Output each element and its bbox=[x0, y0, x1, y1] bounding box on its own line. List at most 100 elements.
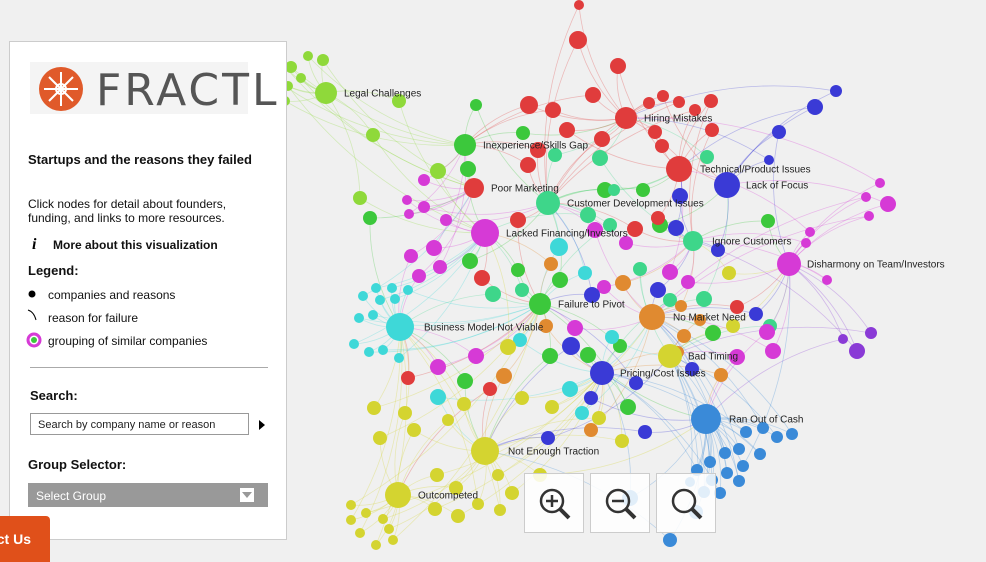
node[interactable] bbox=[550, 238, 568, 256]
node[interactable] bbox=[608, 184, 620, 196]
node[interactable] bbox=[513, 333, 527, 347]
node[interactable] bbox=[378, 514, 388, 524]
node[interactable] bbox=[496, 368, 512, 384]
reason-node[interactable] bbox=[666, 156, 692, 182]
node[interactable] bbox=[361, 508, 371, 518]
node[interactable] bbox=[620, 399, 636, 415]
node[interactable] bbox=[375, 295, 385, 305]
node[interactable] bbox=[516, 126, 530, 140]
reason-node[interactable] bbox=[639, 304, 665, 330]
node[interactable] bbox=[636, 183, 650, 197]
node[interactable] bbox=[542, 348, 558, 364]
node[interactable] bbox=[592, 150, 608, 166]
reason-node[interactable] bbox=[658, 344, 682, 368]
node[interactable] bbox=[349, 339, 359, 349]
node[interactable] bbox=[764, 155, 774, 165]
node[interactable] bbox=[545, 102, 561, 118]
node[interactable] bbox=[721, 467, 733, 479]
node[interactable] bbox=[388, 535, 398, 545]
contact-button[interactable]: ct Us bbox=[0, 516, 50, 562]
node[interactable] bbox=[398, 406, 412, 420]
node[interactable] bbox=[346, 500, 356, 510]
node[interactable] bbox=[515, 283, 529, 297]
node[interactable] bbox=[390, 294, 400, 304]
reason-node[interactable] bbox=[471, 437, 499, 465]
node[interactable] bbox=[575, 406, 589, 420]
node[interactable] bbox=[353, 191, 367, 205]
node[interactable] bbox=[485, 286, 501, 302]
reason-node[interactable] bbox=[315, 82, 337, 104]
node[interactable] bbox=[559, 122, 575, 138]
node[interactable] bbox=[510, 212, 526, 228]
node[interactable] bbox=[384, 524, 394, 534]
node[interactable] bbox=[371, 283, 381, 293]
node[interactable] bbox=[672, 188, 688, 204]
node[interactable] bbox=[633, 262, 647, 276]
node[interactable] bbox=[403, 285, 413, 295]
node[interactable] bbox=[354, 313, 364, 323]
node[interactable] bbox=[714, 487, 726, 499]
node[interactable] bbox=[285, 61, 297, 73]
node[interactable] bbox=[366, 128, 380, 142]
node[interactable] bbox=[378, 345, 388, 355]
node[interactable] bbox=[822, 275, 832, 285]
node[interactable] bbox=[749, 307, 763, 321]
node[interactable] bbox=[685, 362, 699, 376]
node[interactable] bbox=[418, 201, 430, 213]
node[interactable] bbox=[759, 324, 775, 340]
node[interactable] bbox=[520, 96, 538, 114]
node[interactable] bbox=[605, 330, 619, 344]
node[interactable] bbox=[440, 214, 452, 226]
node[interactable] bbox=[594, 131, 610, 147]
node[interactable] bbox=[613, 339, 627, 353]
node[interactable] bbox=[472, 498, 484, 510]
node[interactable] bbox=[303, 51, 313, 61]
node[interactable] bbox=[412, 269, 426, 283]
node[interactable] bbox=[552, 272, 568, 288]
node[interactable] bbox=[494, 504, 506, 516]
node[interactable] bbox=[711, 243, 725, 257]
node[interactable] bbox=[407, 423, 421, 437]
node[interactable] bbox=[714, 368, 728, 382]
node[interactable] bbox=[394, 353, 404, 363]
node[interactable] bbox=[705, 325, 721, 341]
reason-node[interactable] bbox=[464, 178, 484, 198]
node[interactable] bbox=[730, 300, 744, 314]
node[interactable] bbox=[603, 218, 617, 232]
node[interactable] bbox=[492, 469, 504, 481]
node[interactable] bbox=[733, 475, 745, 487]
node[interactable] bbox=[457, 397, 471, 411]
node[interactable] bbox=[515, 391, 529, 405]
node[interactable] bbox=[830, 85, 842, 97]
node[interactable] bbox=[363, 211, 377, 225]
node[interactable] bbox=[371, 540, 381, 550]
node[interactable] bbox=[541, 431, 555, 445]
node[interactable] bbox=[651, 211, 665, 225]
node[interactable] bbox=[500, 339, 516, 355]
node[interactable] bbox=[404, 249, 418, 263]
node[interactable] bbox=[880, 196, 896, 212]
node[interactable] bbox=[694, 314, 706, 326]
reason-node[interactable] bbox=[536, 191, 560, 215]
node[interactable] bbox=[737, 460, 749, 472]
node[interactable] bbox=[401, 371, 415, 385]
node[interactable] bbox=[580, 207, 596, 223]
reason-node[interactable] bbox=[777, 252, 801, 276]
node[interactable] bbox=[705, 123, 719, 137]
node[interactable] bbox=[402, 195, 412, 205]
node[interactable] bbox=[468, 348, 484, 364]
node[interactable] bbox=[643, 97, 655, 109]
node[interactable] bbox=[355, 528, 365, 538]
node[interactable] bbox=[530, 142, 546, 158]
node[interactable] bbox=[449, 481, 463, 495]
node[interactable] bbox=[368, 310, 378, 320]
node[interactable] bbox=[786, 428, 798, 440]
node[interactable] bbox=[451, 509, 465, 523]
node[interactable] bbox=[849, 343, 865, 359]
node[interactable] bbox=[700, 150, 714, 164]
node[interactable] bbox=[442, 414, 454, 426]
node[interactable] bbox=[772, 125, 786, 139]
node[interactable] bbox=[544, 257, 558, 271]
node[interactable] bbox=[373, 431, 387, 445]
node[interactable] bbox=[807, 99, 823, 115]
